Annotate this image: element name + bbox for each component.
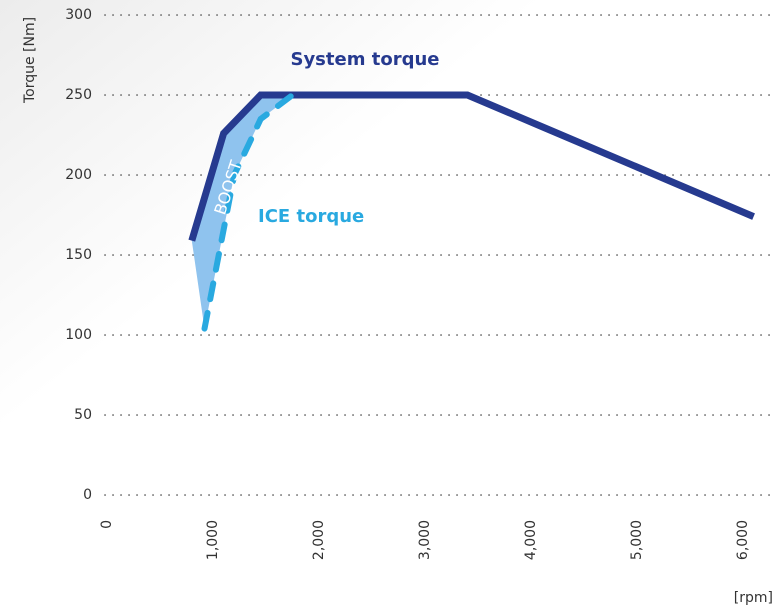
- x-tick-label: 3,000: [417, 520, 433, 560]
- y-tick-label: 150: [65, 247, 92, 263]
- x-tick-label: 4,000: [523, 520, 539, 560]
- y-tick-label: 300: [65, 7, 92, 23]
- x-tick-label: 0: [99, 520, 115, 529]
- x-tick-label: 1,000: [205, 520, 221, 560]
- x-tick-label: 5,000: [629, 520, 645, 560]
- x-tick-label: 6,000: [735, 520, 751, 560]
- y-axis-label: Torque [Nm]: [22, 17, 38, 104]
- y-tick-label: 50: [74, 407, 92, 423]
- y-tick-label: 200: [65, 167, 92, 183]
- series-label: ICE torque: [258, 206, 364, 227]
- x-tick-label: 2,000: [311, 520, 327, 560]
- y-tick-label: 100: [65, 327, 92, 343]
- boost-area: [191, 95, 293, 329]
- series-label: System torque: [290, 49, 439, 70]
- y-tick-label: 250: [65, 87, 92, 103]
- line-series: [201, 92, 296, 332]
- x-axis-label: [rpm]: [734, 590, 773, 606]
- y-tick-label: 0: [83, 487, 92, 503]
- line-series: [188, 91, 755, 242]
